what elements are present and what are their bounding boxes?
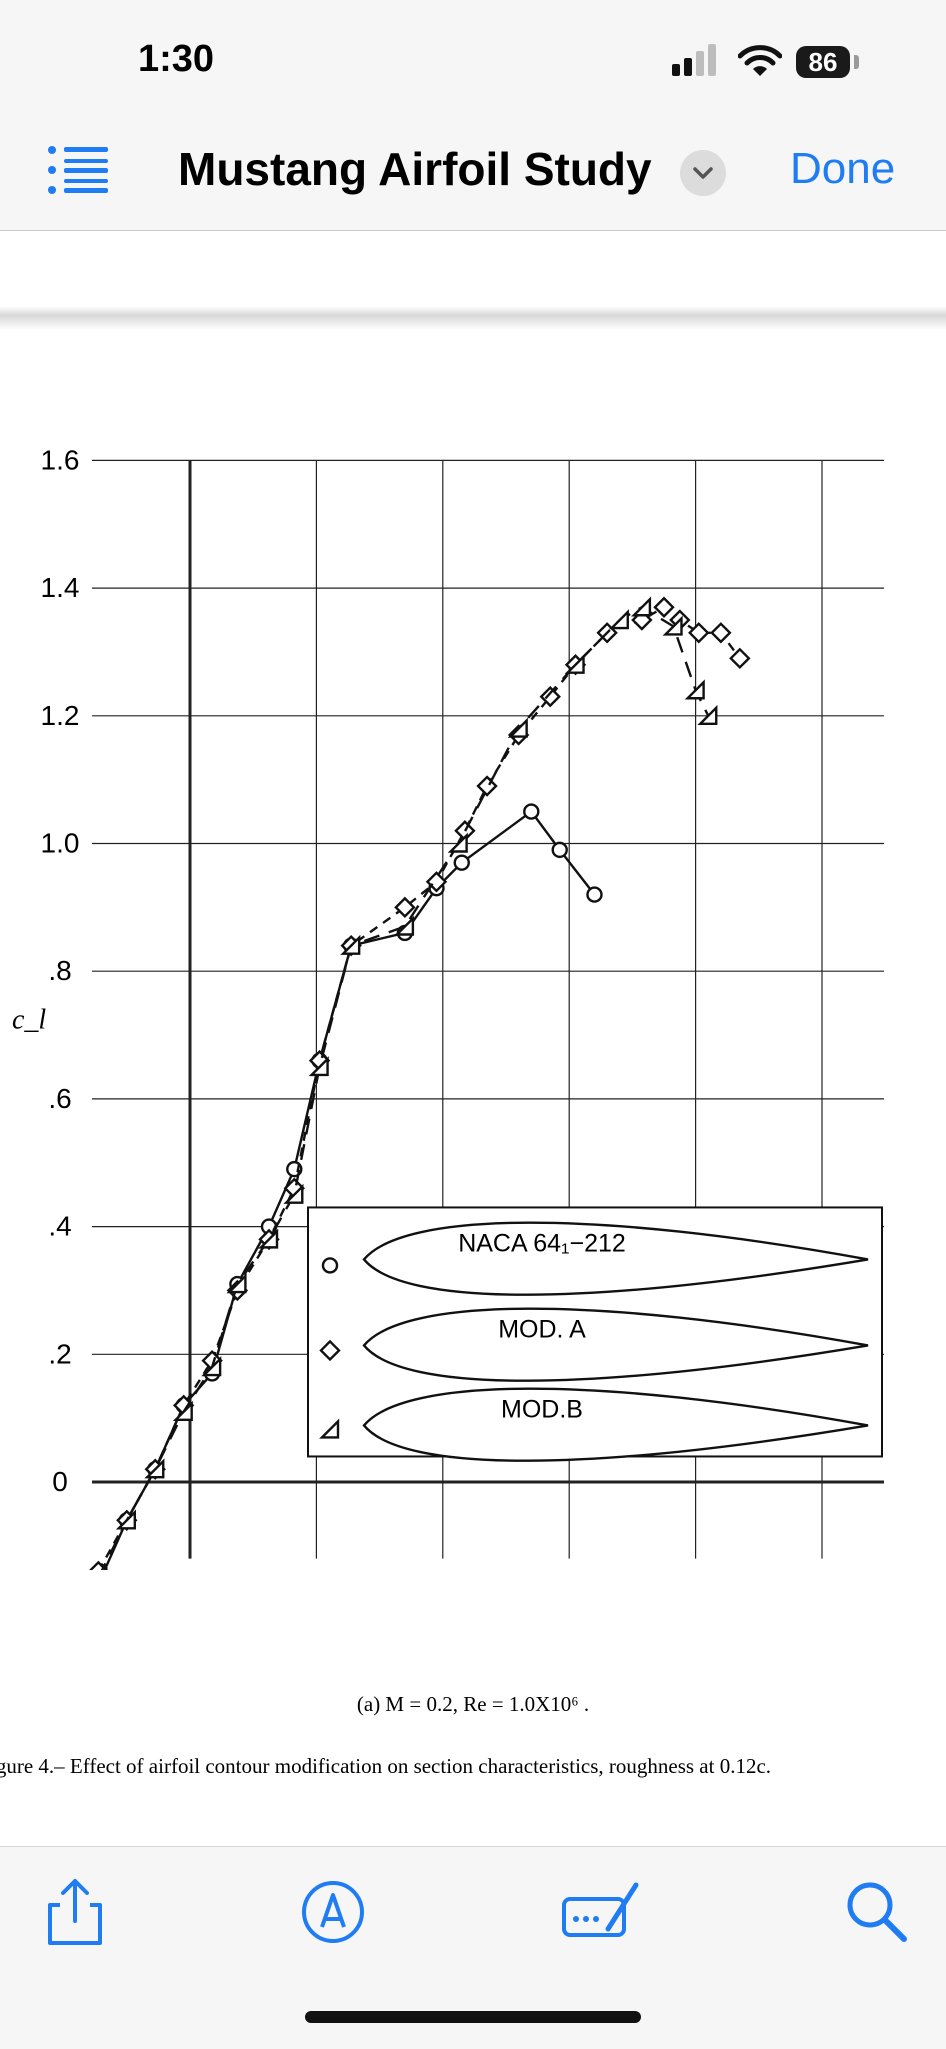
y-tick-label: 0 (52, 1466, 68, 1497)
legend-label: MOD. A (498, 1315, 586, 1343)
data-point (712, 624, 730, 642)
data-point (511, 721, 527, 737)
y-tick-label: .8 (48, 955, 71, 986)
data-point (553, 843, 567, 857)
cellular-signal-icon (672, 44, 720, 76)
y-tick-label: .2 (48, 1338, 71, 1369)
data-point (397, 919, 413, 935)
battery-cap (854, 55, 859, 69)
y-tick-label: .6 (48, 1083, 71, 1114)
chart-legend: NACA 64₁−212 MOD. A MOD.B (308, 1207, 882, 1460)
search-icon[interactable] (842, 1877, 912, 1947)
data-point (612, 612, 628, 628)
wifi-icon (738, 44, 782, 78)
battery-indicator: 86 (796, 46, 850, 78)
data-point (634, 599, 650, 615)
y-tick-label: 1.2 (41, 700, 80, 731)
legend-label: NACA 64₁−212 (458, 1229, 626, 1257)
title-menu-button[interactable] (680, 150, 726, 196)
legend-label: MOD.B (501, 1395, 583, 1423)
cl-alpha-chart: 0.2.4.6.81.01.21.41.6048121620α, Deg.c_l… (0, 330, 946, 1570)
page-separator (0, 306, 946, 330)
markup-icon[interactable] (298, 1877, 368, 1947)
data-point (731, 649, 749, 667)
y-tick-label: 1.6 (41, 444, 80, 475)
figure-caption: igure 4.– Effect of airfoil contour modi… (0, 1754, 771, 1779)
bottom-toolbar (0, 1846, 946, 2049)
document-page: 0.2.4.6.81.01.21.41.6048121620α, Deg.c_l… (0, 330, 946, 1840)
data-point (655, 598, 673, 616)
y-tick-label: 1.4 (41, 572, 80, 603)
status-bar: 1:30 86 (0, 0, 946, 120)
home-indicator (305, 2011, 641, 2023)
document-title[interactable]: Mustang Airfoil Study (178, 142, 652, 196)
outline-list-icon[interactable] (46, 142, 110, 198)
navigation-bar: Mustang Airfoil Study Done (0, 120, 946, 231)
y-tick-label: 1.0 (41, 828, 80, 859)
legend-marker (323, 1258, 337, 1272)
data-point (587, 888, 601, 902)
share-icon[interactable] (40, 1877, 110, 1947)
data-point (524, 805, 538, 819)
chevron-down-icon (680, 150, 726, 196)
y-axis-label: c_l (12, 1005, 46, 1036)
subfigure-caption: (a) M = 0.2, Re = 1.0X10⁶ . (0, 1692, 946, 1717)
signature-icon[interactable] (560, 1877, 644, 1947)
data-point (690, 624, 708, 642)
y-tick-label: .4 (48, 1211, 71, 1242)
status-time: 1:30 (138, 38, 214, 81)
done-button[interactable]: Done (790, 144, 895, 194)
data-point (455, 856, 469, 870)
data-point (478, 777, 496, 795)
